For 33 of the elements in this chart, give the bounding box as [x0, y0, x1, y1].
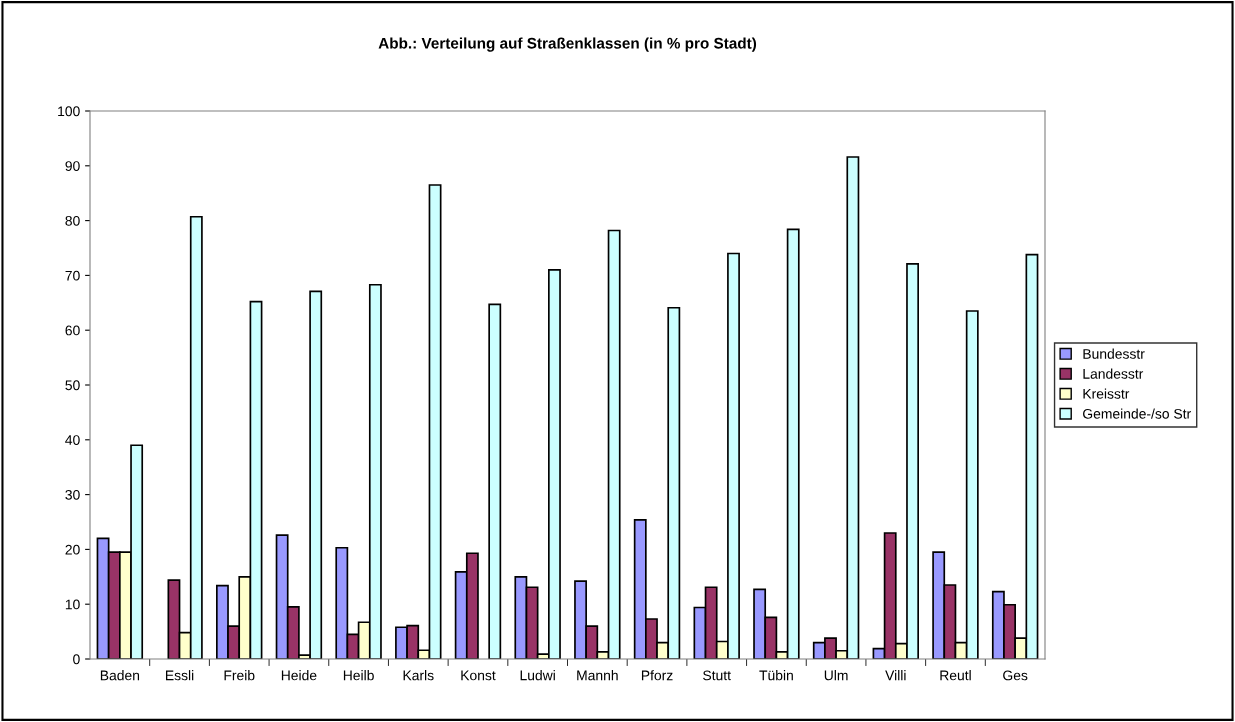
y-tick-label: 30 — [65, 489, 80, 500]
legend-label: Gemeinde-/so Str — [1083, 408, 1191, 419]
x-tick-label: Karls — [403, 670, 434, 681]
y-tick-label: 70 — [65, 270, 80, 281]
x-tick-label: Stutt — [703, 670, 731, 681]
y-tick-label: 50 — [65, 380, 80, 391]
x-tick-label: Konst — [461, 670, 496, 681]
x-tick-label: Ges — [1003, 670, 1028, 681]
y-tick-label: 10 — [65, 599, 80, 610]
y-tick-label: 80 — [65, 215, 80, 226]
legend-label: Kreisstr — [1083, 388, 1130, 399]
y-tick-label: 20 — [65, 544, 80, 555]
x-tick-label: Tübin — [759, 670, 793, 681]
x-tick-label: Reutl — [940, 670, 971, 681]
bar — [488, 303, 502, 659]
x-tick-label: Pforz — [641, 670, 673, 681]
x-tick-label: Baden — [100, 670, 140, 681]
legend-label: Landesstr — [1083, 368, 1144, 379]
y-tick-label: 40 — [65, 435, 80, 445]
x-tick-label: Ludwi — [520, 670, 555, 681]
y-tick-label: 60 — [65, 325, 80, 336]
x-tick-label: Heilb — [343, 670, 374, 681]
y-tick-label: 0 — [73, 654, 80, 665]
y-tick-label: 100 — [58, 106, 80, 117]
x-tick-label: Essli — [166, 670, 194, 681]
x-tick-label: Freib — [224, 670, 255, 681]
x-tick-label: Heide — [281, 670, 317, 681]
legend-label: Bundesstr — [1083, 348, 1145, 359]
chart-title: Abb.: Verteilung auf Straßenklassen (in % pro Stadt) — [378, 37, 757, 52]
y-tick-label: 90 — [65, 161, 80, 171]
x-tick-label: Villi — [885, 670, 906, 681]
x-tick-label: Mannh — [577, 670, 618, 681]
x-tick-label: Ulm — [824, 670, 848, 681]
